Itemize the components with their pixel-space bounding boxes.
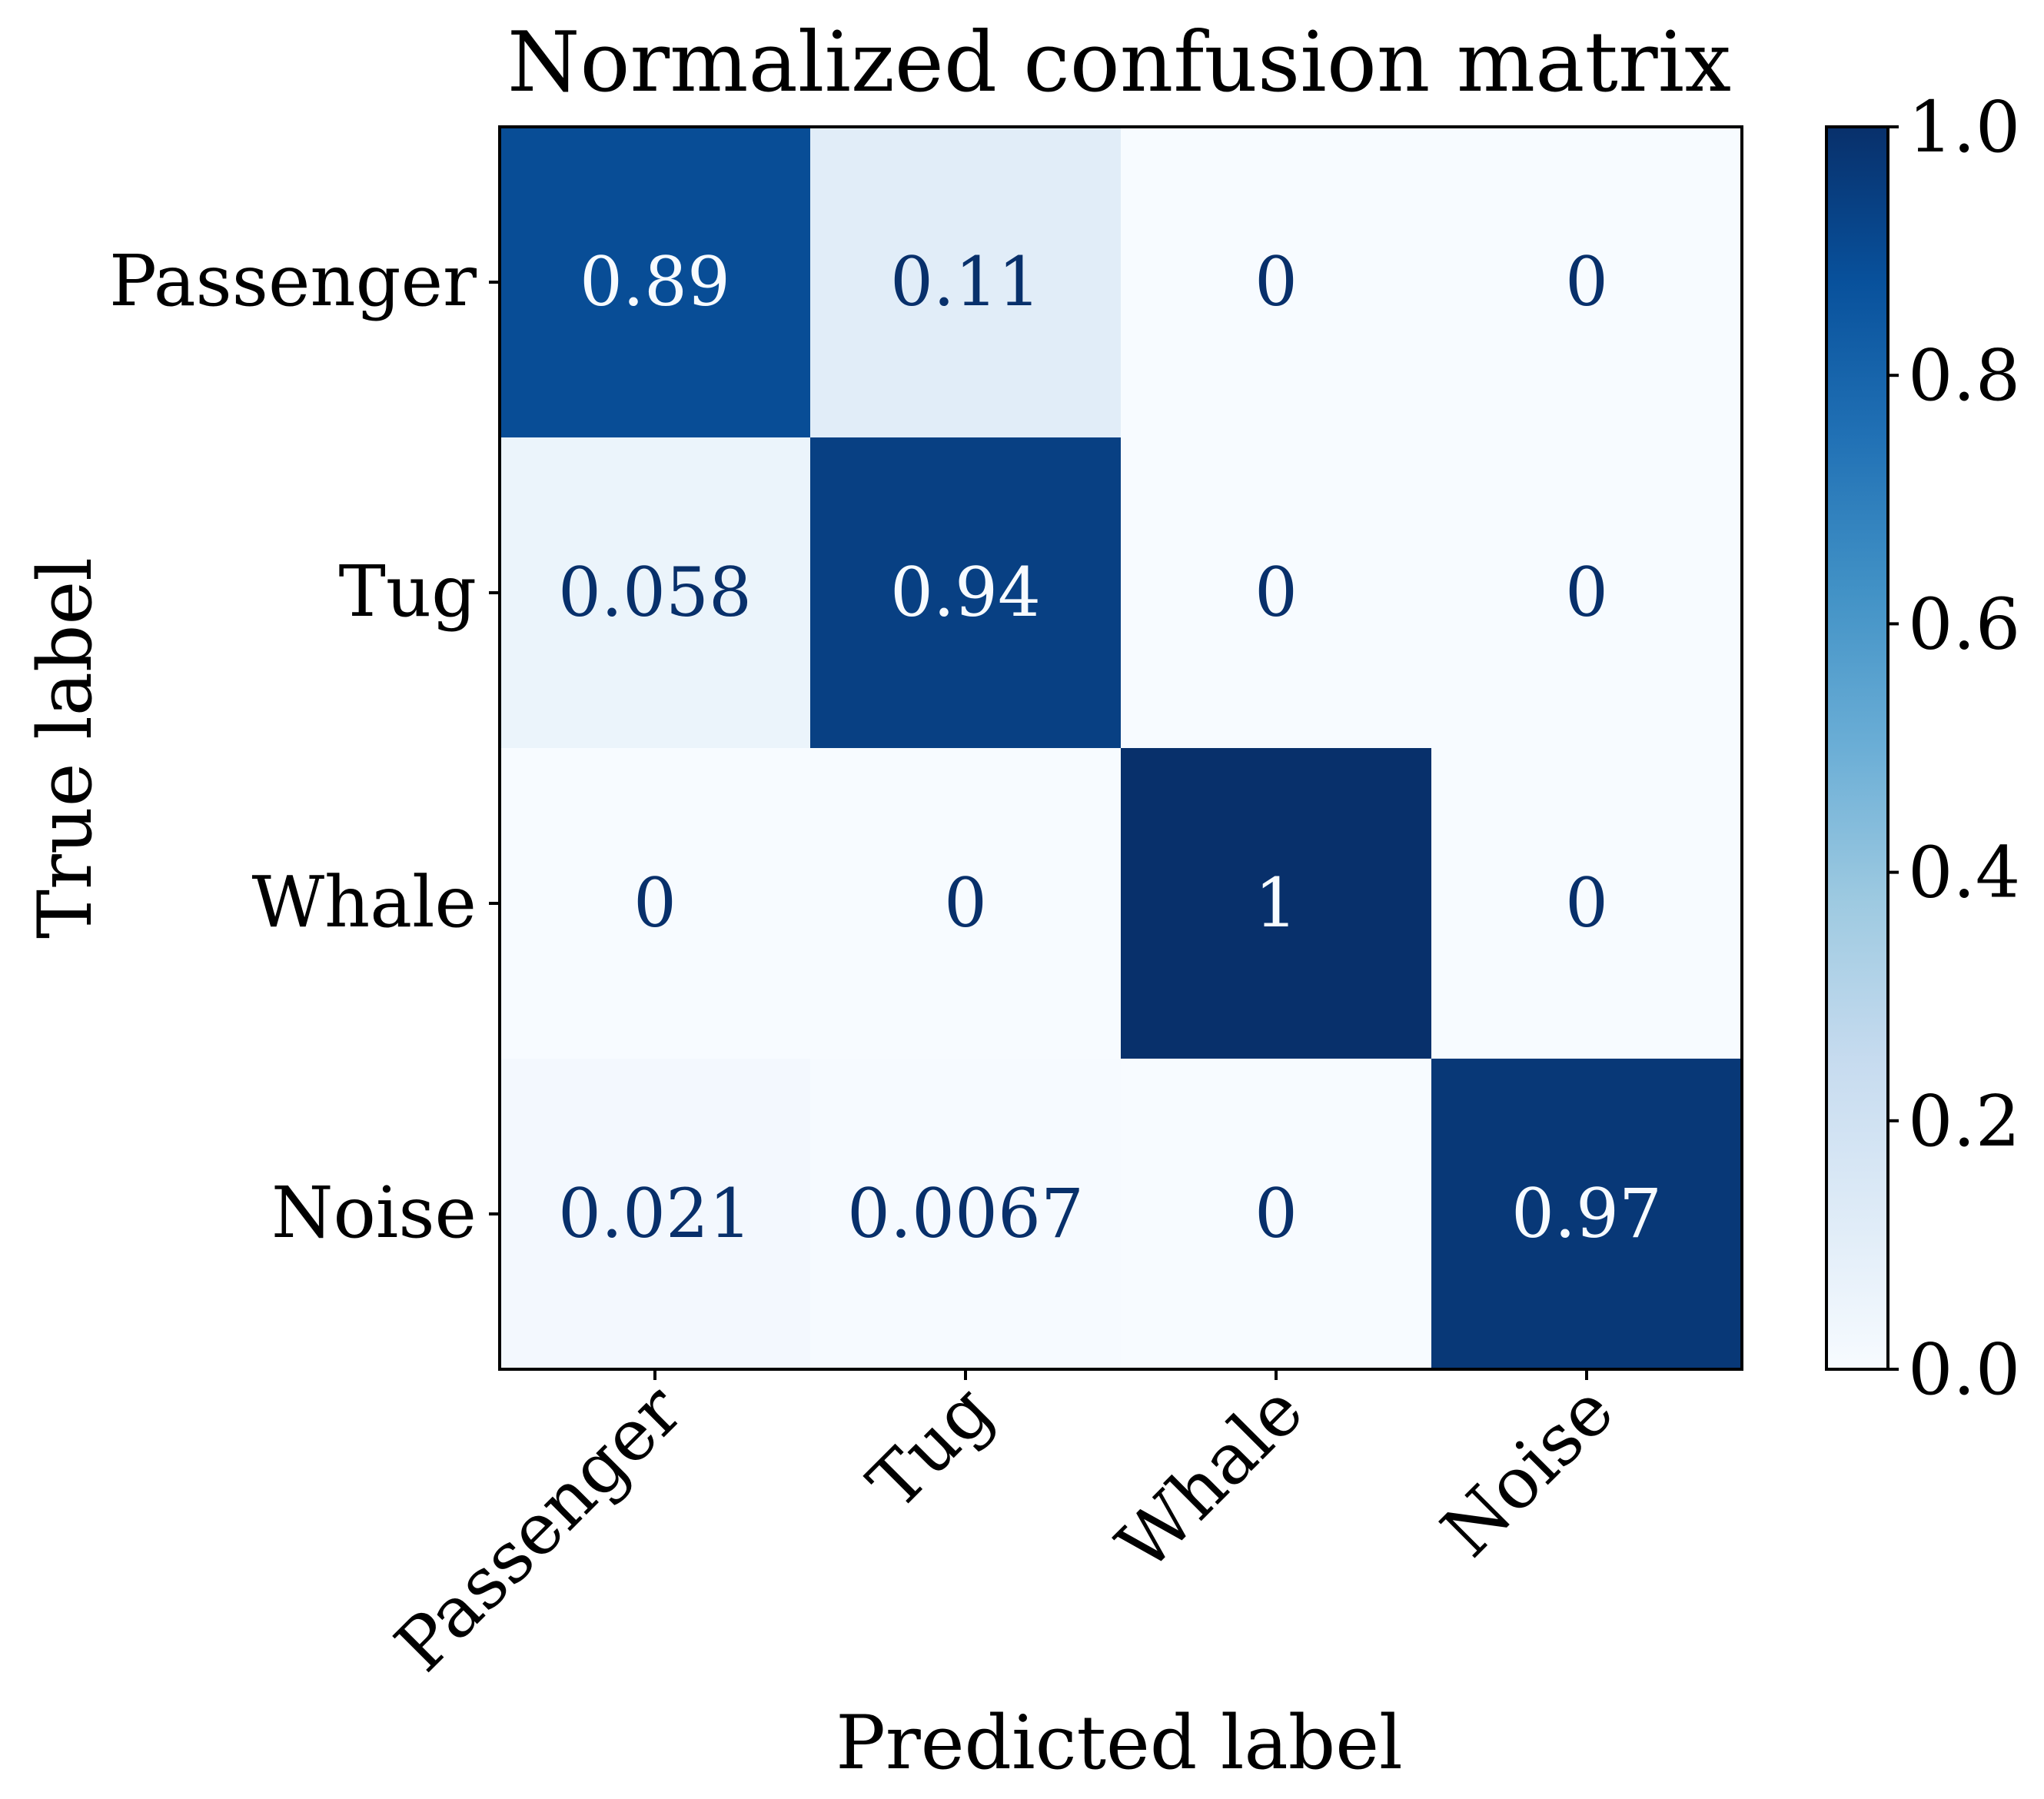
cell-value-label: 0.0067 (847, 1174, 1084, 1253)
heatmap-cell (1431, 748, 1743, 1059)
heatmap-cells (500, 127, 1743, 1370)
cell-value-label: 0.058 (558, 553, 752, 632)
colorbar (1825, 125, 1889, 1371)
heatmap-cell (810, 748, 1122, 1059)
heatmap-cell (810, 437, 1122, 749)
x-tick-label: Passenger (380, 1369, 698, 1688)
cell-value-label: 0.89 (580, 242, 730, 321)
cell-value-label: 0.94 (890, 553, 1041, 632)
cell-value-label: 0 (1255, 242, 1298, 321)
heatmap-cell (1121, 1059, 1432, 1370)
cell-value-label: 0 (1255, 1174, 1298, 1253)
colorbar-ticks: 0.0 0.2 0.4 0.6 0.8 1.0 (1888, 86, 2020, 1411)
cell-value-label: 0.11 (890, 242, 1041, 321)
heatmap-cell (500, 748, 811, 1059)
chart-title: Normalized confusion matrix (507, 15, 1731, 111)
y-axis-label: True label (22, 557, 108, 939)
cell-value-label: 0 (944, 863, 987, 943)
cell-value-label: 0 (1565, 863, 1608, 943)
cell-value-label: 0 (1565, 553, 1608, 632)
cell-value-label: 0.021 (558, 1174, 752, 1253)
heatmap-cell (1121, 127, 1432, 438)
x-axis-ticks: Passenger Tug Whale Noise (380, 1369, 1630, 1688)
cell-value-label: 0 (1565, 242, 1608, 321)
colorbar-tick-label: 0.0 (1908, 1328, 2020, 1411)
heatmap-cell-labels: 0.89 0.11 0 0 0.058 0.94 0 0 0 0 1 0 0.021 0.0067 0 0.9… (558, 242, 1662, 1253)
heatmap-cell (500, 127, 811, 438)
cell-value-label: 0.97 (1511, 1174, 1662, 1253)
colorbar-tick-label: 0.4 (1908, 832, 2020, 914)
heatmap-cell (810, 1059, 1122, 1370)
heatmap-cell (500, 437, 811, 749)
heatmap-cell (500, 1059, 811, 1370)
y-tick-label: Passenger (109, 240, 477, 322)
y-tick-label: Whale (251, 861, 477, 943)
colorbar-tick-label: 0.6 (1908, 583, 2020, 665)
heatmap-cell (1121, 748, 1432, 1059)
x-tick-label: Noise (1426, 1369, 1629, 1572)
y-axis-ticks: Passenger Tug Whale Noise (109, 240, 500, 1254)
y-tick-label: Tug (338, 550, 477, 633)
plot-frame (498, 125, 1743, 1371)
x-tick-label: Whale (1102, 1369, 1319, 1587)
heatmap-cell (1121, 437, 1432, 749)
cell-value-label: 0 (633, 863, 676, 943)
x-axis-label: Predicted label (836, 1700, 1402, 1786)
colorbar-tick-label: 1.0 (1908, 86, 2020, 168)
heatmap-cell (810, 127, 1122, 438)
heatmap-cell (1431, 437, 1743, 749)
cell-value-label: 1 (1255, 863, 1298, 943)
colorbar-tick-label: 0.8 (1908, 334, 2020, 417)
heatmap-cell (1431, 127, 1743, 438)
colorbar-tick-label: 0.2 (1908, 1080, 2020, 1162)
cell-value-label: 0 (1255, 553, 1298, 632)
heatmap-cell (1431, 1059, 1743, 1370)
x-tick-label: Tug (852, 1369, 1009, 1525)
y-tick-label: Noise (271, 1172, 477, 1254)
